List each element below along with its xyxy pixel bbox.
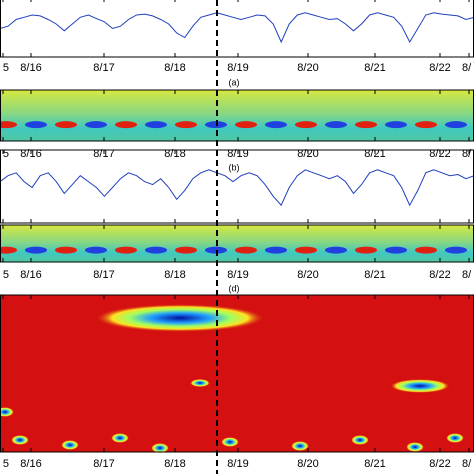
heatmap-band — [325, 121, 347, 129]
x-tick-label: 8/21 — [364, 458, 385, 470]
x-tick-label: 8/ — [462, 62, 472, 74]
heatmap-band — [265, 121, 287, 129]
x-tick-label: 8/20 — [297, 458, 318, 470]
heatmap-band — [355, 246, 377, 254]
x-tick-label: 8/ — [462, 458, 472, 470]
panel-caption: (d) — [229, 283, 240, 293]
x-tick-label: 8/20 — [297, 62, 318, 74]
scalogram-blob — [406, 442, 424, 452]
x-tick-label: 8/17 — [93, 269, 114, 281]
x-tick-label: 5 — [3, 269, 9, 281]
heatmap-band — [265, 246, 287, 254]
heatmap-band — [115, 121, 137, 129]
heatmap-band — [145, 246, 167, 254]
scalogram-blob — [390, 379, 450, 393]
heatmap-band — [55, 121, 77, 129]
scalogram-blob — [111, 433, 129, 443]
x-tick-label: 8/22 — [429, 458, 450, 470]
heatmap-band — [235, 246, 257, 254]
heatmap-band — [295, 246, 317, 254]
heatmap-band — [25, 121, 47, 129]
x-tick-label: 8/16 — [20, 62, 41, 74]
x-tick-label: 5 — [3, 62, 9, 74]
heatmap-band — [145, 121, 167, 129]
panel-frame — [0, 149, 474, 224]
heatmap-band — [235, 121, 257, 129]
x-tick-label: 8/19 — [227, 62, 248, 74]
x-tick-label: 5 — [3, 148, 9, 160]
x-tick-label: 8/19 — [227, 458, 248, 470]
heatmap-band — [385, 121, 407, 129]
scalogram-blob — [190, 379, 210, 387]
heatmap-band — [325, 246, 347, 254]
x-tick-label: 8/ — [462, 148, 472, 160]
data-line — [0, 169, 474, 207]
heatmap-field — [0, 225, 474, 262]
x-tick-label: 8/17 — [93, 458, 114, 470]
scalogram-blob — [11, 435, 29, 445]
scalogram-blob — [446, 433, 464, 443]
heatmap-band — [415, 121, 437, 129]
heatmap-band — [55, 246, 77, 254]
heatmap-band — [175, 121, 197, 129]
scalogram-blob — [351, 435, 369, 445]
heatmap-field — [0, 90, 474, 141]
heatmap-band — [355, 121, 377, 129]
x-tick-label: 8/21 — [364, 62, 385, 74]
heatmap-band — [0, 121, 17, 129]
x-tick-label: 8/18 — [164, 269, 185, 281]
heatmap-band — [445, 246, 467, 254]
x-tick-label: 8/17 — [93, 62, 114, 74]
x-tick-label: 8/22 — [429, 269, 450, 281]
x-tick-label: 8/19 — [227, 269, 248, 281]
heatmap-band — [85, 246, 107, 254]
scalogram-blob — [291, 441, 309, 451]
panel-caption: (a) — [229, 77, 240, 87]
heatmap-band — [415, 246, 437, 254]
heatmap-band — [0, 246, 17, 254]
scalogram-blob — [61, 440, 79, 450]
x-tick-label: 8/20 — [297, 269, 318, 281]
heatmap-band — [445, 121, 467, 129]
heatmap-band — [115, 246, 137, 254]
x-tick-label: 8/16 — [20, 458, 41, 470]
scalogram-blob — [0, 407, 14, 417]
x-tick-label: 8/ — [462, 269, 472, 281]
x-tick-label: 8/16 — [20, 269, 41, 281]
x-tick-label: 5 — [3, 458, 9, 470]
heatmap-band — [25, 246, 47, 254]
scalogram-blob — [95, 304, 265, 332]
scalogram-blob — [221, 437, 239, 447]
x-tick-label: 8/21 — [364, 269, 385, 281]
x-tick-label: 8/22 — [429, 62, 450, 74]
panel-caption: (b) — [229, 162, 240, 172]
heatmap-band — [385, 246, 407, 254]
heatmap-band — [175, 246, 197, 254]
scalogram-blob — [151, 443, 169, 453]
x-tick-label: 8/18 — [164, 62, 185, 74]
heatmap-band — [85, 121, 107, 129]
heatmap-band — [295, 121, 317, 129]
data-line — [0, 12, 474, 44]
x-tick-label: 8/18 — [164, 458, 185, 470]
